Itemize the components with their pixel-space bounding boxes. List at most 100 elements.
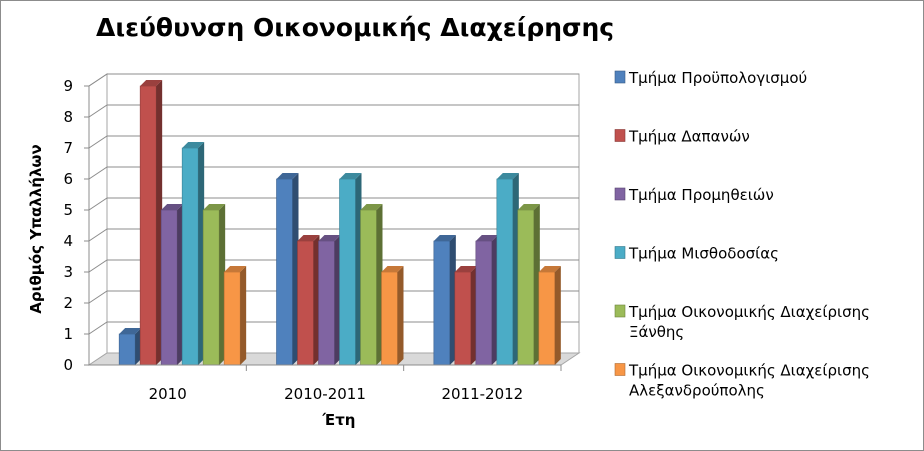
legend-label: Τμήμα Δαπανών bbox=[628, 128, 750, 146]
legend-swatch bbox=[614, 129, 626, 142]
bar-front bbox=[297, 240, 314, 366]
y-tick-label: 6 bbox=[63, 170, 73, 188]
bar-top bbox=[475, 235, 498, 241]
chart-title: Διεύθυνση Οικονομικής Διαχείρησης bbox=[96, 13, 614, 42]
bar-top bbox=[318, 235, 341, 241]
y-axis-title: Αριθμός Υπαλλήλων bbox=[27, 144, 45, 313]
bar-side bbox=[449, 235, 456, 365]
bar-top bbox=[538, 266, 561, 272]
legend-label: Τμήμα Οικονομικής Διαχείρισης Ξάνθης bbox=[628, 303, 870, 341]
y-tick-label: 9 bbox=[63, 77, 73, 95]
legend-swatch bbox=[614, 246, 626, 259]
bar bbox=[318, 235, 341, 366]
bar bbox=[496, 173, 519, 366]
bar-side bbox=[240, 266, 247, 365]
bar bbox=[475, 235, 498, 366]
bar-side bbox=[292, 173, 299, 365]
bars bbox=[118, 80, 561, 366]
bar-top bbox=[517, 204, 540, 210]
bar-side bbox=[219, 204, 226, 365]
legend-label: Τμήμα Μισθοδοσίας bbox=[628, 245, 779, 263]
legend-label: Τμήμα Προμηθειών bbox=[628, 186, 774, 204]
bar-side bbox=[177, 204, 184, 365]
gridline bbox=[88, 228, 579, 242]
legend-swatch bbox=[614, 363, 626, 376]
legend: Τμήμα Προϋπολογισμού Τμήμα Δαπανών Τμήμα Π… bbox=[614, 69, 870, 400]
bar-top bbox=[203, 204, 226, 210]
bar-top bbox=[119, 328, 142, 334]
x-tick-label: 2010 bbox=[149, 385, 187, 403]
y-tick-label: 5 bbox=[63, 201, 73, 219]
bar-side bbox=[198, 142, 205, 365]
bar-front bbox=[475, 240, 493, 366]
y-tick-label: 0 bbox=[63, 356, 73, 374]
legend-label: Τμήμα Προϋπολογισμού bbox=[628, 69, 807, 87]
bar-front bbox=[318, 240, 335, 366]
legend-item: Τμήμα Δαπανών bbox=[614, 128, 750, 146]
bar-side bbox=[533, 204, 540, 365]
bar-front bbox=[139, 85, 157, 366]
bar-top bbox=[297, 235, 320, 241]
bar-front bbox=[160, 209, 178, 366]
bar-side bbox=[376, 204, 383, 365]
gridline bbox=[88, 104, 579, 118]
gridline bbox=[88, 73, 579, 87]
y-tick-label: 3 bbox=[63, 263, 73, 281]
bar-side bbox=[512, 173, 519, 365]
bar-side bbox=[135, 328, 142, 365]
legend-item: Τμήμα Μισθοδοσίας bbox=[614, 245, 779, 263]
gridline bbox=[88, 197, 579, 211]
bar-top bbox=[276, 173, 299, 179]
x-tick-label: 2010-2011 bbox=[284, 385, 366, 403]
legend-label: Τμήμα Οικονομικής Διαχείρισης Αλεξανδρούπ… bbox=[628, 362, 870, 400]
bar-side bbox=[397, 266, 404, 365]
bar bbox=[339, 173, 362, 366]
legend-swatch bbox=[614, 187, 626, 201]
bar-top bbox=[381, 266, 404, 272]
x-tick-labels: 2010 2010-2011 2011-2012 bbox=[89, 364, 562, 403]
bar-front bbox=[276, 178, 293, 366]
bar bbox=[276, 173, 299, 366]
bar-side bbox=[334, 235, 341, 365]
gridline bbox=[88, 321, 579, 335]
bar bbox=[160, 204, 184, 366]
legend-swatch bbox=[614, 70, 626, 84]
gridline bbox=[88, 259, 579, 273]
bar bbox=[223, 266, 247, 366]
bar-front bbox=[118, 333, 136, 366]
bar-side bbox=[491, 235, 498, 365]
bar bbox=[538, 266, 561, 366]
bar bbox=[181, 142, 205, 366]
bar-top bbox=[339, 173, 362, 179]
x-tick-label: 2011-2012 bbox=[441, 385, 523, 403]
legend-item: Τμήμα Οικονομικής Διαχείρισης Ξάνθης bbox=[614, 303, 870, 341]
legend-item: Τμήμα Οικονομικής Διαχείρισης Αλεξανδρούπ… bbox=[614, 362, 870, 400]
bar bbox=[297, 235, 320, 366]
bar-side bbox=[554, 266, 561, 365]
y-tick-label: 1 bbox=[63, 325, 73, 343]
bar bbox=[517, 204, 540, 366]
gridline bbox=[88, 166, 579, 180]
bar bbox=[202, 204, 226, 366]
bar-side bbox=[355, 173, 362, 365]
gridline bbox=[88, 135, 579, 149]
bar bbox=[381, 266, 404, 366]
bar-front bbox=[454, 271, 472, 366]
bar-side bbox=[156, 80, 163, 365]
bar bbox=[433, 235, 456, 366]
y-tick-label: 2 bbox=[63, 294, 73, 312]
bar-front bbox=[339, 178, 356, 366]
x-axis-title: Έτη bbox=[322, 411, 356, 429]
legend-item: Τμήμα Προϋπολογισμού bbox=[614, 69, 807, 87]
bar-front bbox=[433, 240, 451, 366]
y-gridlines bbox=[88, 73, 579, 335]
y-tick-label: 4 bbox=[63, 232, 73, 250]
bar-side bbox=[313, 235, 320, 365]
legend-swatch bbox=[614, 304, 626, 318]
bar-top bbox=[454, 266, 477, 272]
bar-front bbox=[496, 178, 514, 366]
bar-top bbox=[140, 80, 163, 86]
bar-top bbox=[360, 204, 383, 210]
